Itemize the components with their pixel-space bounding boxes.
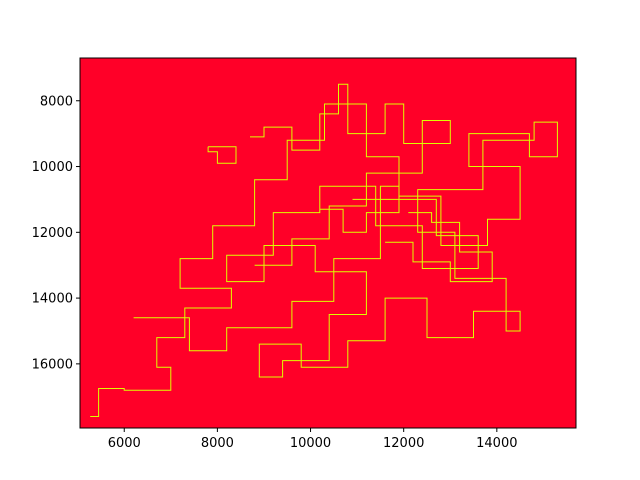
series-line-1 bbox=[90, 103, 558, 417]
y-tick-label: 16000 bbox=[32, 357, 73, 372]
x-tick-label: 10000 bbox=[290, 436, 331, 451]
y-tick-label: 12000 bbox=[32, 226, 73, 241]
x-tick-label: 12000 bbox=[383, 436, 424, 451]
x-tick-label: 8000 bbox=[201, 436, 234, 451]
series-line-5 bbox=[385, 212, 493, 283]
y-tick-label: 14000 bbox=[32, 292, 73, 307]
y-tick-label: 8000 bbox=[40, 94, 73, 109]
x-tick-label: 6000 bbox=[108, 436, 141, 451]
x-tick-label: 14000 bbox=[476, 436, 517, 451]
y-axis: 8000 10000 12000 14000 16000 bbox=[32, 94, 80, 372]
plot-background bbox=[80, 58, 576, 428]
series-line-4 bbox=[319, 185, 400, 233]
y-tick-label: 10000 bbox=[32, 160, 73, 175]
series-line-3 bbox=[250, 83, 451, 266]
series-layer bbox=[90, 83, 558, 417]
x-axis: 6000 8000 10000 12000 14000 bbox=[108, 428, 518, 451]
series-line-2 bbox=[207, 146, 237, 164]
plot-frame bbox=[79, 57, 577, 429]
